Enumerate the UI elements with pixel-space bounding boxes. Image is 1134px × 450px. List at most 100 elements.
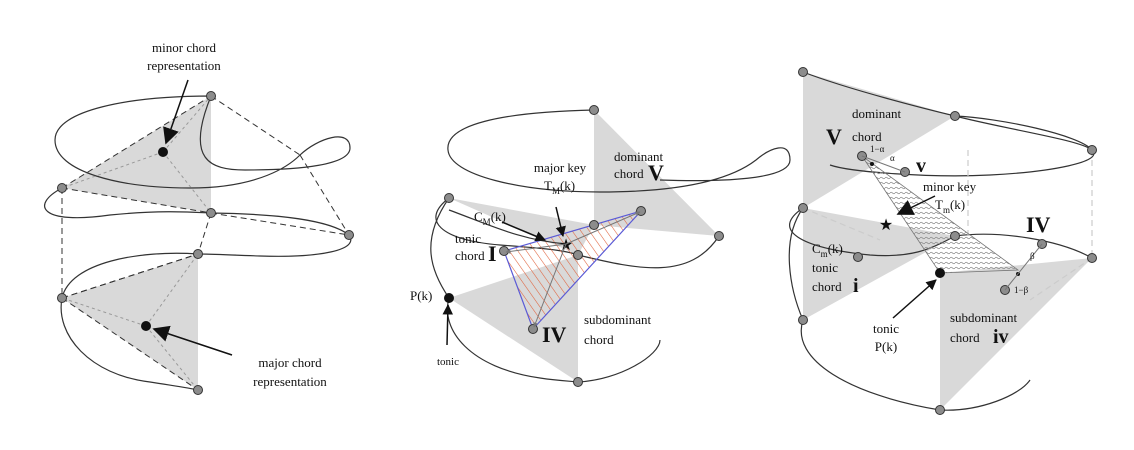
pitch-node xyxy=(193,385,203,395)
tonic-pitch-label: P(k) xyxy=(875,339,897,354)
minor-v-roman: v xyxy=(916,155,926,177)
minor-key-star: ★ xyxy=(879,217,893,234)
weight-one-minus-beta: 1−β xyxy=(1014,285,1029,295)
dominant-roman: V xyxy=(648,160,664,185)
pitch-node xyxy=(798,67,808,77)
diagonal-edge xyxy=(210,212,350,236)
tonic-chord-center xyxy=(499,246,509,256)
center-link xyxy=(505,243,567,254)
major-key-star: ★ xyxy=(559,237,573,254)
pitch-node xyxy=(714,231,724,241)
minor-iv-roman: iv xyxy=(993,326,1009,348)
major-chord-label: representation xyxy=(253,374,327,389)
major-key-triangle xyxy=(503,209,643,331)
diagonal-edge xyxy=(1029,257,1093,301)
pitch-node xyxy=(1087,145,1097,155)
pitch-node xyxy=(935,405,945,415)
pitch-node xyxy=(798,203,808,213)
helix-upper-loop xyxy=(447,109,791,193)
weight-one-minus-alpha: 1−α xyxy=(870,144,885,154)
helix-lower-loop xyxy=(800,319,1031,411)
minor-key-label: minor key xyxy=(923,179,977,194)
dominant-chord-center xyxy=(636,206,646,216)
pitch-node xyxy=(589,220,599,230)
major-chord-label: major chord xyxy=(258,355,322,370)
minor-chord-center xyxy=(158,147,168,157)
tonic-minor-center xyxy=(853,252,863,262)
helix-left-segment xyxy=(788,207,804,321)
subdominant-roman: IV xyxy=(542,322,567,347)
helix-mid-loop xyxy=(44,187,352,257)
cm-label: CM(k) xyxy=(474,209,506,227)
tonic-label: tonic xyxy=(873,321,899,336)
subdominant-chord-center xyxy=(528,324,538,334)
dominant-chord-label: dominant xyxy=(614,149,663,164)
tonic-arrow xyxy=(892,279,937,319)
tonic-chord-label: chord xyxy=(812,279,842,294)
minor-chord-label: representation xyxy=(147,58,221,73)
subdominant-chord-label: chord xyxy=(584,332,614,347)
pitch-node xyxy=(444,193,454,203)
minor-chord-arrow xyxy=(163,79,189,145)
tonic-pitch-node xyxy=(935,268,945,278)
pitch-node xyxy=(206,208,216,218)
tonic-roman: I xyxy=(488,241,497,266)
minor-triangle-edge xyxy=(61,187,212,214)
dominant-chord-label: dominant xyxy=(852,106,901,121)
diagonal-edge xyxy=(210,95,301,156)
tonic-chord-label: chord xyxy=(455,248,485,263)
pitch-node xyxy=(206,91,216,101)
pitch-node xyxy=(798,315,808,325)
center-link xyxy=(565,211,641,245)
dominant-chord-label: chord xyxy=(614,166,644,181)
helix-mid-loop xyxy=(789,207,1093,259)
pitch-node xyxy=(57,293,67,303)
tonic-label: tonic xyxy=(437,356,459,368)
helix-upper-loop xyxy=(54,95,351,189)
major-chord-triangle xyxy=(62,254,198,390)
center-link xyxy=(533,243,567,328)
helix-lower-loop xyxy=(60,252,199,391)
subdominant-chord-triangle xyxy=(940,258,1092,410)
helix-left-segment xyxy=(430,197,450,299)
panel-minor-key: ★ dominant V chord 1−α α v minor key Tm(… xyxy=(788,67,1097,415)
pitch-node xyxy=(573,377,583,387)
weight-beta: β xyxy=(1030,251,1035,261)
major-key-arrow xyxy=(555,206,566,238)
pitch-node xyxy=(344,230,354,240)
dominant-chord-label: chord xyxy=(852,129,882,144)
tonic-pitch-label: P(k) xyxy=(410,288,432,303)
minor-chord-triangle xyxy=(62,96,211,213)
minor-key-symbol: Tm(k) xyxy=(935,197,965,215)
pitch-node xyxy=(589,105,599,115)
pitch-node xyxy=(573,250,583,260)
tonic-arrow xyxy=(442,303,454,346)
helix-lower-loop xyxy=(447,297,661,383)
subdominant-chord-label: subdominant xyxy=(584,312,652,327)
pitch-node xyxy=(57,183,67,193)
pitch-node xyxy=(950,111,960,121)
helix-outer-arc xyxy=(954,115,1093,151)
mix-point xyxy=(870,162,874,166)
cm-arrow xyxy=(501,221,546,242)
minor-key-arrow xyxy=(896,195,936,215)
major-iv-roman: IV xyxy=(1026,212,1051,237)
panel-chord-representations: minor chord representation major chord r… xyxy=(44,40,354,395)
diagonal-edge xyxy=(61,253,199,299)
dominant-chord-triangle xyxy=(594,110,719,236)
cm-label: Cm(k) xyxy=(812,241,843,259)
tonic-chord-label: tonic xyxy=(455,231,481,246)
panel-major-key: ★ major key TM(k) dominant chord V CM(k)… xyxy=(410,105,791,387)
tonic-pitch-node xyxy=(444,293,454,303)
major-chord-arrow xyxy=(152,325,233,356)
diagonal-edge xyxy=(299,154,350,236)
major-key-label: major key xyxy=(534,160,587,175)
minor-triangle-edge xyxy=(61,95,212,189)
weight-alpha: α xyxy=(890,153,895,163)
pitch-node xyxy=(1087,253,1097,263)
major-triangle-edge xyxy=(61,297,199,391)
mix-link xyxy=(1004,243,1043,291)
major-chord-center xyxy=(141,321,151,331)
major-key-symbol: TM(k) xyxy=(544,178,575,196)
minor-i-roman: i xyxy=(853,275,859,297)
